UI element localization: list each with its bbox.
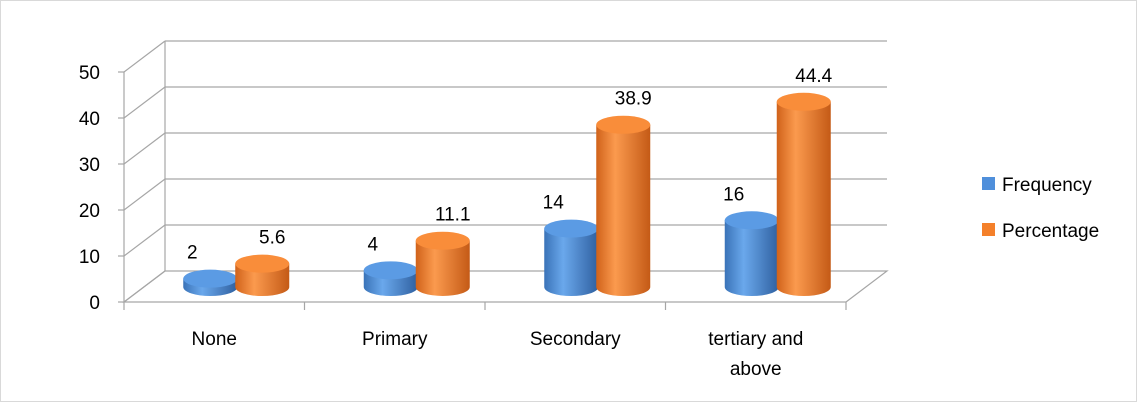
bar-frequency-3 (544, 219, 599, 296)
legend-label: Frequency (1002, 175, 1092, 196)
bar-frequency-4 (724, 211, 779, 296)
x-tick-label: None (192, 329, 237, 350)
bar-percentage-2 (415, 231, 470, 296)
y-tick-label: 50 (79, 63, 100, 84)
data-label-frequency: 2 (187, 243, 198, 264)
bar-percentage-1 (235, 254, 290, 296)
legend-swatch (982, 223, 995, 236)
bar-percentage-4 (776, 92, 831, 296)
wall-gridline (123, 178, 166, 211)
y-tick-label: 40 (79, 109, 100, 130)
data-label-frequency: 16 (723, 184, 744, 205)
legend-item-percentage: Percentage (982, 221, 1099, 242)
data-label-frequency: 14 (543, 193, 565, 214)
wall-gridline (123, 86, 166, 119)
wall-gridline (123, 132, 166, 165)
bar-frequency-1 (183, 269, 238, 296)
x-tick-label: tertiary and above (708, 329, 803, 380)
data-label-percentage: 38.9 (615, 89, 652, 110)
data-label-percentage: 5.6 (259, 228, 285, 249)
x-tick-label: Primary (362, 329, 428, 350)
y-tick-label: 10 (79, 247, 100, 268)
data-label-percentage: 44.4 (795, 66, 832, 87)
legend-label: Percentage (1002, 221, 1099, 242)
legend-swatch (982, 177, 995, 190)
floor (122, 270, 889, 303)
y-tick-label: 30 (79, 155, 100, 176)
wall-gridline (123, 40, 166, 73)
y-tick-label: 20 (79, 201, 100, 222)
x-tick-label: Secondary (530, 329, 621, 350)
data-label-percentage: 11.1 (435, 205, 471, 226)
bar-percentage-3 (596, 115, 651, 296)
wall-gridline (123, 224, 166, 257)
bar-frequency-2 (363, 261, 418, 296)
data-label-frequency: 4 (367, 234, 378, 255)
y-tick-label: 0 (89, 293, 100, 314)
legend-item-frequency: Frequency (982, 175, 1092, 196)
